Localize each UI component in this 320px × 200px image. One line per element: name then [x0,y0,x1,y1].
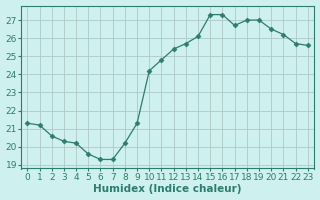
X-axis label: Humidex (Indice chaleur): Humidex (Indice chaleur) [93,184,242,194]
